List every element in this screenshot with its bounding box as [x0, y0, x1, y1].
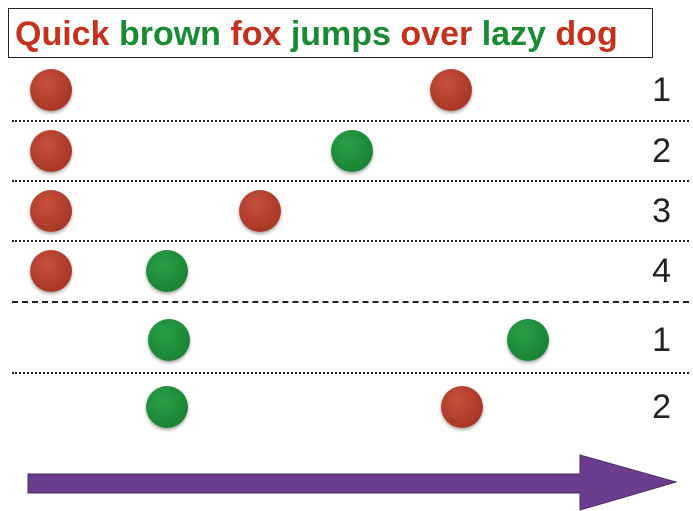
row-1-dot-2 — [430, 69, 472, 111]
row-6-dot-2 — [441, 386, 483, 428]
title-word-lazy: lazy — [481, 15, 546, 53]
row-2-label: 2 — [652, 132, 671, 170]
divider-2 — [12, 180, 689, 182]
title-word-quick: Quick — [15, 15, 110, 53]
title-word-fox: fox — [230, 15, 282, 53]
row-3: 3 — [0, 184, 693, 244]
row-6-label: 2 — [652, 388, 671, 426]
row-1: 1 — [0, 63, 693, 123]
row-1-label: 1 — [652, 71, 671, 109]
row-2: 2 — [0, 124, 693, 184]
row-2-dot-2 — [331, 130, 373, 172]
title-word-brown: brown — [118, 15, 221, 53]
row-5-label: 1 — [652, 321, 671, 359]
title-box: Quick brown fox jumps over lazy dog — [8, 8, 653, 58]
title-word-dog: dog — [555, 15, 618, 53]
divider-5 — [12, 372, 689, 374]
row-5-dot-2 — [507, 319, 549, 361]
title-word-jumps: jumps — [290, 15, 391, 53]
divider-4 — [12, 301, 689, 303]
row-3-dot-1 — [30, 190, 72, 232]
row-5-dot-1 — [148, 319, 190, 361]
divider-1 — [12, 120, 689, 122]
row-4-label: 4 — [652, 252, 671, 290]
row-4: 4 — [0, 244, 693, 304]
row-4-dot-2 — [146, 250, 188, 292]
divider-3 — [12, 240, 689, 242]
row-3-label: 3 — [652, 192, 671, 230]
arrow-right-icon — [27, 454, 678, 511]
row-3-dot-2 — [239, 190, 281, 232]
title-word-over: over — [400, 15, 473, 53]
timeline-arrow — [27, 454, 678, 511]
row-2-dot-1 — [30, 130, 72, 172]
row-5: 1 — [0, 311, 693, 371]
row-4-dot-1 — [30, 250, 72, 292]
row-6: 2 — [0, 378, 693, 438]
title: Quick brown fox jumps over lazy dog — [15, 15, 618, 53]
row-1-dot-1 — [30, 69, 72, 111]
row-6-dot-1 — [146, 386, 188, 428]
